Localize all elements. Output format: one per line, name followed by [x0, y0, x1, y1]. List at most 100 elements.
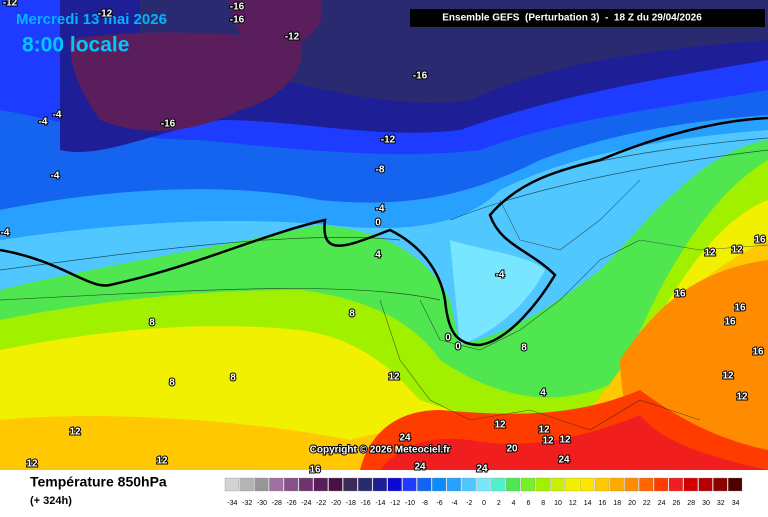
legend-swatch	[683, 477, 698, 492]
legend-label: 14	[584, 500, 592, 507]
contour-label: 16	[674, 289, 686, 300]
legend-label: 16	[599, 500, 607, 507]
contour-label: 12	[538, 425, 550, 436]
contour-label: 12	[731, 245, 743, 256]
legend-swatch	[239, 477, 254, 492]
contour-label: 8	[230, 373, 236, 384]
legend-label: 2	[497, 500, 501, 507]
legend-swatch	[535, 477, 550, 492]
legend-swatch	[491, 477, 506, 492]
legend-swatch	[639, 477, 654, 492]
contour-label: 20	[506, 444, 518, 455]
contour-label: 16	[724, 317, 736, 328]
legend-label: 28	[687, 500, 695, 507]
legend-label: 34	[732, 500, 740, 507]
contour-label: 24	[558, 455, 570, 466]
legend-label: -14	[375, 500, 385, 507]
legend-swatch	[343, 477, 358, 492]
model-banner	[410, 9, 765, 27]
contour-label: -16	[161, 119, 176, 130]
contour-label: 24	[399, 433, 411, 444]
legend-label: -8	[422, 500, 428, 507]
contour-label: -12	[381, 135, 396, 146]
legend-swatch	[565, 477, 580, 492]
contour-label: -12	[98, 9, 113, 20]
legend-swatch	[402, 477, 417, 492]
contour-label: -8	[376, 165, 385, 176]
contour-label: 0	[445, 333, 451, 344]
legend-label: -16	[361, 500, 371, 507]
legend-label: -4	[451, 500, 457, 507]
contour-label: 8	[149, 318, 155, 329]
contour-label: 0	[375, 218, 381, 229]
legend-swatch	[224, 477, 239, 492]
legend-label: -2	[466, 500, 472, 507]
legend-swatch	[594, 477, 609, 492]
legend-swatch	[476, 477, 491, 492]
contour-label: 12	[156, 456, 168, 467]
legend-swatch	[713, 477, 728, 492]
legend-label: 20	[628, 500, 636, 507]
contour-label: -4	[51, 171, 60, 182]
contour-label: 12	[542, 436, 554, 447]
contour-label: 12	[559, 435, 571, 446]
legend-label: -12	[390, 500, 400, 507]
contour-label: 12	[26, 459, 38, 470]
contour-label: 0	[455, 342, 461, 353]
legend-swatch	[269, 477, 284, 492]
contour-label: -4	[376, 204, 385, 215]
legend-label: 24	[658, 500, 666, 507]
color-legend: -34 -32 -30 -28 -26 -24 -22 -20 -18 -16 -14 -12 -10-…	[224, 477, 743, 507]
contour-label: 24	[476, 464, 488, 475]
legend-label: -6	[436, 500, 442, 507]
copyright: Copyright © 2026 Meteociel.fr	[310, 445, 451, 456]
contour-label: -4	[1, 228, 10, 239]
legend-swatch	[506, 477, 521, 492]
contour-label: -4	[53, 110, 62, 121]
legend-swatch	[313, 477, 328, 492]
legend-label: 12	[569, 500, 577, 507]
footer-title: Température 850hPa	[30, 474, 167, 490]
legend-label: -34	[227, 500, 237, 507]
contour-label: 8	[169, 378, 175, 389]
contour-label: -12	[3, 0, 18, 9]
contour-label: -16	[230, 2, 245, 13]
contour-label: 12	[704, 248, 716, 259]
contour-label: 12	[494, 420, 506, 431]
lead-time: (+ 324h)	[30, 495, 72, 507]
legend-swatch	[284, 477, 299, 492]
contour-label: 12	[388, 372, 400, 383]
temperature-field	[0, 0, 768, 470]
legend-swatch	[654, 477, 669, 492]
legend-label: -32	[242, 500, 252, 507]
legend-label: 4	[512, 500, 516, 507]
contour-label: 16	[752, 347, 764, 358]
time-label: 8:00 locale	[22, 34, 129, 57]
contour-label: 8	[521, 343, 527, 354]
contour-label: 12	[722, 371, 734, 382]
legend-label: 22	[643, 500, 651, 507]
contour-label: 8	[349, 309, 355, 320]
legend-label: 32	[717, 500, 725, 507]
date-label: Mercredi 13 mai 2026	[16, 11, 167, 28]
legend-label: -24	[301, 500, 311, 507]
legend-label: -10	[405, 500, 415, 507]
legend-swatch	[520, 477, 535, 492]
legend-swatch	[580, 477, 595, 492]
legend-swatch	[668, 477, 683, 492]
contour-label: 16	[734, 303, 746, 314]
legend-label: 30	[702, 500, 710, 507]
legend-label: -28	[272, 500, 282, 507]
contour-label: -12	[285, 32, 300, 43]
contour-label: -16	[413, 71, 428, 82]
legend-label: 6	[526, 500, 530, 507]
contour-label: 16	[309, 465, 321, 476]
contour-label: 4	[375, 250, 381, 261]
legend-swatch	[254, 477, 269, 492]
legend-swatch	[609, 477, 624, 492]
legend-label: 8	[541, 500, 545, 507]
legend-label: 26	[673, 500, 681, 507]
contour-label: 4	[540, 388, 546, 399]
legend-swatch	[461, 477, 476, 492]
